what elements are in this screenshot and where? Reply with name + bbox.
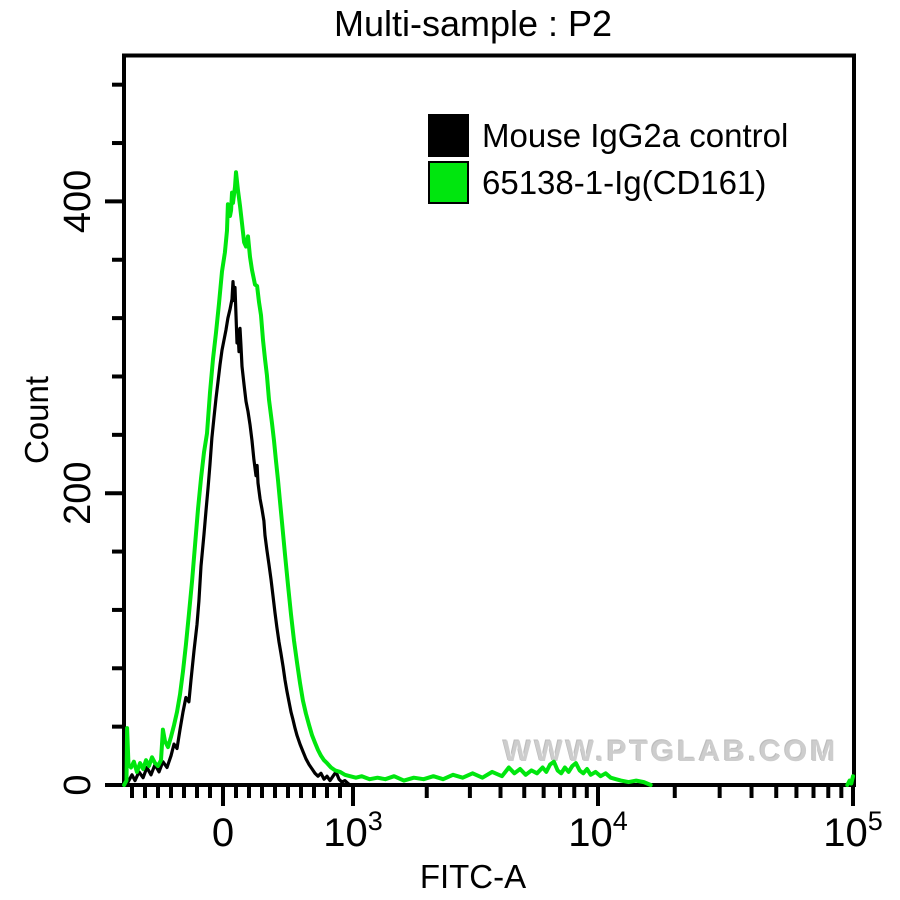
histogram-curve-series-1 <box>122 170 653 787</box>
legend: Mouse IgG2a control 65138-1-Ig(CD161) <box>428 114 788 208</box>
x-axis-tick-label: 0 <box>212 811 234 855</box>
y-axis-tick-label: 200 <box>57 461 99 524</box>
plot-frame <box>122 53 856 787</box>
legend-swatch-cd161 <box>428 161 469 204</box>
legend-swatch-control <box>428 114 469 157</box>
histogram-curve-series-0 <box>122 280 352 787</box>
legend-item-control: Mouse IgG2a control <box>428 114 788 157</box>
histogram-curve-series-1 <box>845 774 855 787</box>
legend-label-control: Mouse IgG2a control <box>482 116 789 154</box>
y-axis-tick-label: 0 <box>57 774 99 795</box>
x-axis-title: FITC-A <box>419 858 527 895</box>
watermark-text: WWW.PTGLAB.COM <box>503 735 839 768</box>
y-axis-tick-label: 400 <box>57 170 99 233</box>
x-axis-tick-label: 103 <box>323 806 383 855</box>
x-axis-tick-label: 104 <box>568 806 628 855</box>
chart-title: Multi-sample : P2 <box>333 3 613 44</box>
x-axis-tick-label: 105 <box>823 806 883 855</box>
legend-item-cd161: 65138-1-Ig(CD161) <box>428 161 788 204</box>
legend-label-cd161: 65138-1-Ig(CD161) <box>482 163 767 201</box>
